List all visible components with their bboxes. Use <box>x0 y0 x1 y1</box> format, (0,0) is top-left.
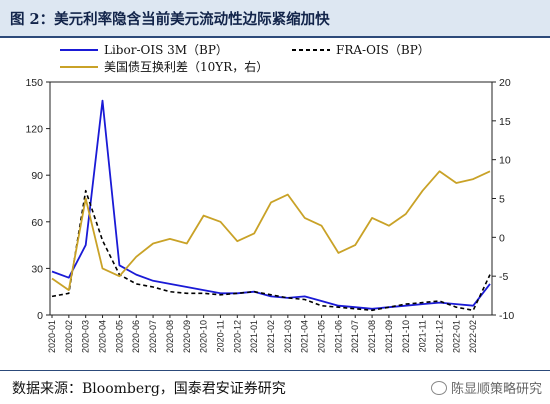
y-left-tick-label: 0 <box>37 310 43 322</box>
legend: Libor-OIS 3M（BP） FRA-OIS（BP） 美国债互换利差（10YR，… <box>60 43 430 74</box>
x-tick-label: 2021-07 <box>350 320 360 353</box>
x-tick-label: 2020-07 <box>148 320 158 353</box>
x-tick-label: 2020-04 <box>98 320 108 353</box>
x-tick-label: 2021-03 <box>283 320 293 353</box>
y-right-tick-label: 15 <box>499 116 511 128</box>
x-tick-label: 2020-03 <box>81 320 91 353</box>
source-note: 数据来源：Bloomberg，国泰君安证券研究 <box>12 381 286 397</box>
x-tick-label: 2020-01 <box>47 320 57 353</box>
x-tick-label: 2022-01 <box>451 320 461 353</box>
wechat-icon <box>430 380 447 395</box>
x-tick-label: 2020-06 <box>131 320 141 353</box>
y-right-tick-label: 0 <box>499 232 505 244</box>
legend-label-1: Libor-OIS 3M（BP） <box>104 43 228 57</box>
y-left-tick-label: 60 <box>31 217 43 229</box>
x-tick-label: 2020-05 <box>114 320 124 353</box>
x-tick-label: 2020-11 <box>215 320 225 352</box>
x-tick-label: 2021-06 <box>333 320 343 353</box>
figure-title-bar: 图 2：美元利率隐含当前美元流动性边际紧缩加快 <box>0 0 550 36</box>
left-axis-ticks: 0 30 60 90 120 150 <box>25 77 50 322</box>
x-tick-label: 2021-04 <box>300 320 310 353</box>
x-tick-label: 2021-08 <box>367 320 377 353</box>
y-left-tick-label: 90 <box>31 170 43 182</box>
y-right-tick-label: 5 <box>499 194 505 206</box>
y-right-tick-label: 20 <box>499 77 511 89</box>
x-axis-ticks: 2020-01 2020-02 2020-03 2020-04 2020-05 2020-… <box>47 315 478 353</box>
watermark-text: 陈显顺策略研究 <box>450 382 542 397</box>
title-divider <box>0 36 550 38</box>
legend-label-2: FRA-OIS（BP） <box>336 43 430 57</box>
x-tick-label: 2020-09 <box>182 320 192 353</box>
x-tick-label: 2020-10 <box>199 320 209 353</box>
y-right-tick-label: -5 <box>499 271 508 283</box>
source-divider <box>0 370 550 371</box>
x-tick-label: 2022-02 <box>468 320 478 353</box>
x-tick-label: 2021-09 <box>384 320 394 353</box>
x-tick-label: 2021-12 <box>434 320 444 353</box>
x-tick-label: 2020-08 <box>165 320 175 353</box>
series-line-3 <box>51 170 491 292</box>
y-right-tick-label: 10 <box>499 155 511 167</box>
x-tick-label: 2021-11 <box>418 320 428 352</box>
series-line-2 <box>51 189 491 312</box>
legend-label-3: 美国债互换利差（10YR，右） <box>104 59 268 74</box>
series-line-1 <box>51 99 491 310</box>
x-tick-label: 2020-02 <box>64 320 74 353</box>
x-tick-label: 2021-02 <box>266 320 276 353</box>
x-tick-label: 2021-05 <box>317 320 327 353</box>
x-tick-label: 2021-10 <box>401 320 411 353</box>
x-tick-label: 2021-01 <box>249 320 259 353</box>
right-axis-ticks: -10 -5 0 5 10 15 20 <box>492 77 514 322</box>
x-tick-label: 2020-12 <box>232 320 242 353</box>
y-left-tick-label: 30 <box>31 263 43 275</box>
series-layer <box>51 99 491 312</box>
plot-frame <box>49 81 493 316</box>
watermark: 陈显顺策略研究 <box>430 378 542 397</box>
y-right-tick-label: -10 <box>499 310 514 322</box>
figure-title: 图 2：美元利率隐含当前美元流动性边际紧缩加快 <box>10 11 330 28</box>
y-left-tick-label: 120 <box>25 124 43 136</box>
y-left-tick-label: 150 <box>25 77 43 89</box>
